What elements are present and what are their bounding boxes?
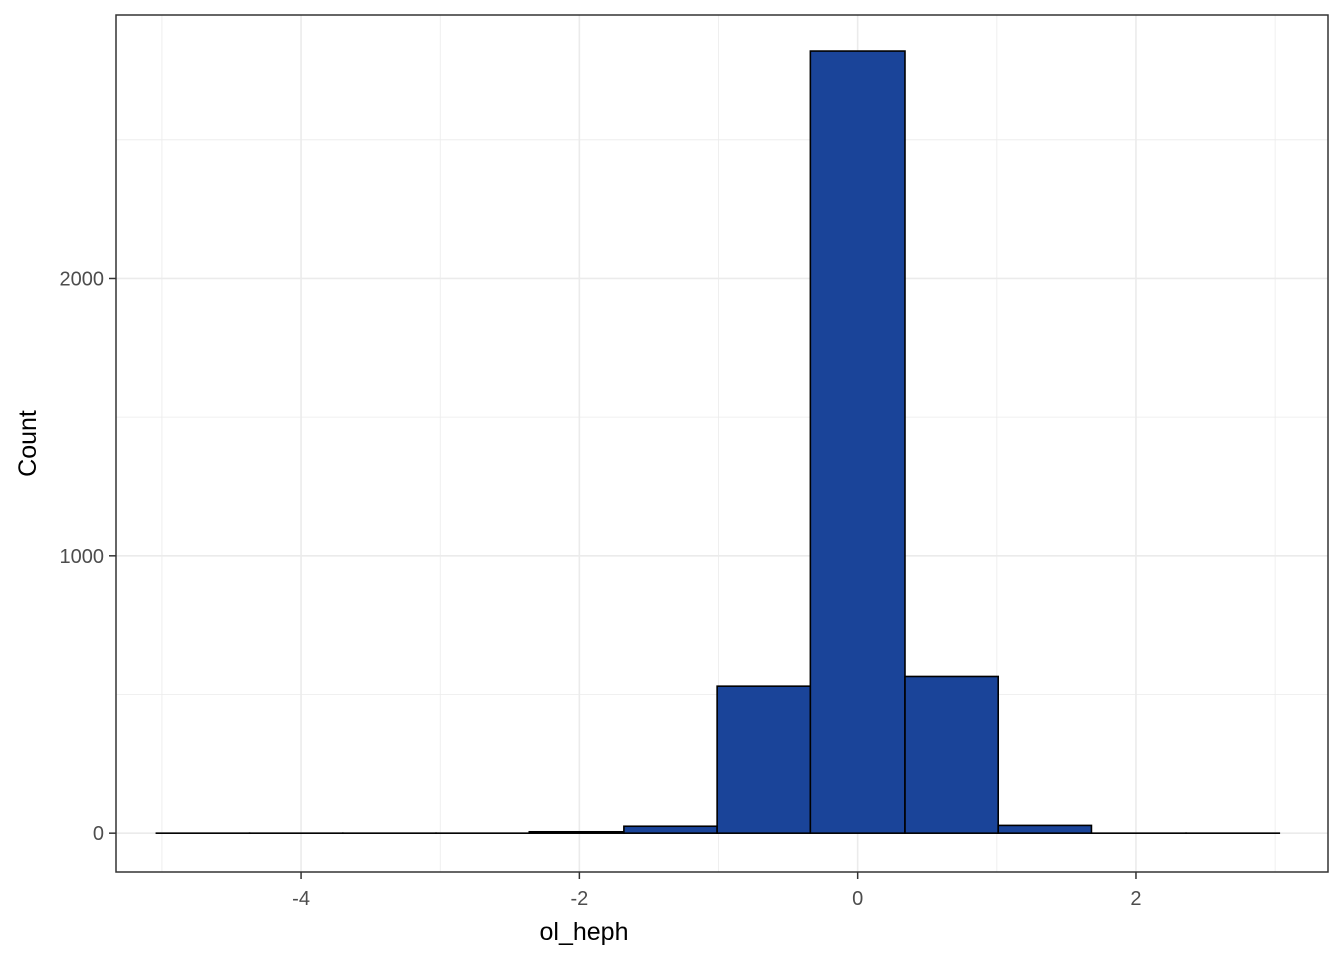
y-tick-label: 0 <box>93 823 104 845</box>
x-tick-label: -4 <box>292 888 310 910</box>
y-tick-label: 1000 <box>60 546 105 568</box>
x-tick-label: 0 <box>852 888 863 910</box>
histogram-bar <box>528 830 625 834</box>
histogram-bar <box>904 675 1000 834</box>
histogram-bar <box>623 825 718 834</box>
y-axis-title: Count <box>14 410 42 477</box>
x-tick-label: -2 <box>570 888 588 910</box>
plot-frame <box>115 14 1329 873</box>
histogram-bar <box>716 685 812 834</box>
y-tick-label: 2000 <box>60 268 105 290</box>
histogram-bar <box>997 824 1093 834</box>
x-axis-title: ol_heph <box>540 918 629 946</box>
histogram-bar <box>809 50 906 834</box>
x-tick-label: 2 <box>1130 888 1141 910</box>
histogram-bars <box>155 50 1281 834</box>
x-axis-ticks: -4 -2 0 2 <box>292 872 1142 910</box>
y-axis-ticks: 0 1000 2000 <box>60 268 116 845</box>
